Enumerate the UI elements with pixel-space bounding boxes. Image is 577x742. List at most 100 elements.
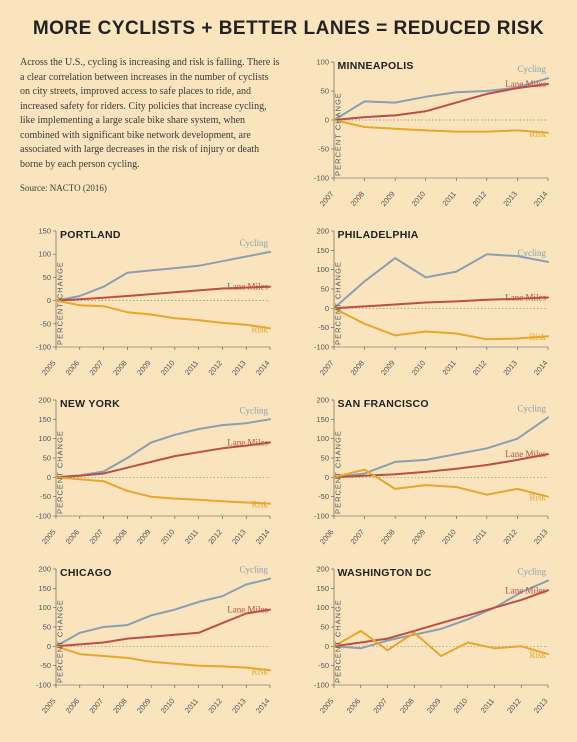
series-risk: [56, 477, 270, 503]
y-tick-label: -50: [40, 492, 51, 501]
y-axis-label: PERCENT CHANGE: [333, 92, 342, 176]
y-tick-label: 0: [324, 304, 328, 313]
x-tick-label: 2008: [379, 528, 397, 547]
chart-title: MINNEAPOLIS: [338, 60, 414, 72]
x-tick-label: 2008: [398, 697, 416, 716]
y-tick-label: 100: [316, 603, 329, 612]
series-label-risk: Risk: [251, 666, 268, 676]
x-tick-label: 2007: [87, 528, 105, 547]
x-tick-label: 2006: [64, 359, 82, 378]
y-tick-label: -100: [313, 343, 328, 352]
y-tick-label: 0: [47, 473, 51, 482]
y-tick-label: 100: [316, 265, 329, 274]
y-axis-label: PERCENT CHANGE: [55, 261, 64, 345]
x-tick-label: 2011: [183, 359, 200, 377]
y-tick-label: 100: [316, 58, 329, 67]
x-tick-label: 2009: [379, 190, 397, 209]
y-tick-label: 150: [316, 246, 329, 255]
series-label-risk: Risk: [251, 324, 268, 334]
series-label-risk: Risk: [529, 129, 546, 139]
x-tick-label: 2012: [505, 697, 523, 716]
intro-text: Across the U.S., cycling is increasing a…: [20, 56, 280, 172]
series-label-lane_miles: Lane Miles: [227, 605, 268, 615]
x-tick-label: 2010: [159, 359, 177, 378]
series-label-risk: Risk: [251, 500, 268, 510]
y-tick-label: 0: [324, 116, 328, 125]
x-tick-label: 2006: [317, 528, 335, 547]
y-tick-label: 200: [38, 396, 51, 405]
x-tick-label: 2012: [501, 528, 519, 547]
series-lane_miles: [56, 443, 270, 478]
y-tick-label: 50: [43, 623, 51, 632]
y-tick-label: 200: [316, 565, 329, 574]
y-tick-label: 150: [38, 227, 51, 236]
series-risk: [56, 301, 270, 329]
chart-title: CHICAGO: [60, 567, 112, 579]
x-tick-label: 2008: [111, 359, 129, 378]
panel-new-york: NEW YORKPERCENT CHANGE-100-5005010015020…: [20, 394, 280, 549]
x-tick-label: 2007: [87, 359, 105, 378]
x-tick-label: 2005: [40, 528, 58, 547]
series-label-cycling: Cycling: [517, 64, 546, 74]
x-tick-label: 2008: [111, 528, 129, 547]
x-tick-label: 2011: [183, 528, 200, 546]
x-tick-label: 2008: [348, 359, 366, 378]
y-tick-label: 0: [47, 642, 51, 651]
chart-title: PORTLAND: [60, 229, 121, 241]
y-tick-label: -50: [318, 323, 329, 332]
series-label-cycling: Cycling: [240, 238, 269, 248]
series-label-cycling: Cycling: [240, 405, 269, 415]
y-tick-label: -100: [313, 681, 328, 690]
panel-minneapolis: MINNEAPOLISPERCENT CHANGE-100-5005010020…: [298, 56, 558, 211]
y-tick-label: 150: [38, 584, 51, 593]
y-axis-label: PERCENT CHANGE: [55, 599, 64, 683]
x-tick-label: 2006: [344, 697, 362, 716]
source-text: Source: NACTO (2016): [20, 182, 280, 195]
x-tick-label: 2011: [478, 697, 495, 715]
y-tick-label: -100: [36, 681, 51, 690]
series-label-risk: Risk: [529, 493, 546, 503]
chart-title: WASHINGTON DC: [338, 567, 432, 579]
intro-block: Across the U.S., cycling is increasing a…: [20, 56, 280, 211]
x-tick-label: 2005: [40, 359, 58, 378]
series-cycling: [334, 417, 548, 477]
x-tick-label: 2011: [471, 528, 488, 546]
y-axis-label: PERCENT CHANGE: [55, 430, 64, 514]
y-tick-label: -100: [36, 512, 51, 521]
panel-portland: PORTLANDPERCENT CHANGE-100-5005010015020…: [20, 225, 280, 380]
x-tick-label: 2010: [159, 528, 177, 547]
y-tick-label: 200: [38, 565, 51, 574]
x-tick-label: 2014: [531, 190, 549, 209]
series-lane_miles: [334, 590, 548, 646]
x-tick-label: 2012: [470, 359, 488, 378]
x-tick-label: 2012: [206, 697, 224, 716]
series-label-cycling: Cycling: [240, 565, 269, 575]
x-tick-label: 2013: [531, 528, 549, 547]
x-tick-label: 2010: [409, 359, 427, 378]
x-tick-label: 2009: [379, 359, 397, 378]
chart-title: SAN FRANCISCO: [338, 398, 429, 410]
series-lane_miles: [56, 610, 270, 647]
x-tick-label: 2007: [87, 697, 105, 716]
y-tick-label: -50: [318, 661, 329, 670]
x-tick-label: 2007: [317, 190, 335, 209]
y-tick-label: -50: [318, 492, 329, 501]
x-tick-label: 2005: [40, 697, 58, 716]
series-risk: [334, 308, 548, 339]
x-tick-label: 2009: [135, 359, 153, 378]
y-tick-label: 100: [38, 603, 51, 612]
x-tick-label: 2013: [230, 528, 248, 547]
y-axis-label: PERCENT CHANGE: [333, 261, 342, 345]
y-tick-label: 200: [316, 396, 329, 405]
x-tick-label: 2008: [111, 697, 129, 716]
series-label-lane_miles: Lane Miles: [227, 438, 268, 448]
x-tick-label: 2011: [440, 190, 457, 208]
chart-grid: Across the U.S., cycling is increasing a…: [20, 56, 557, 718]
x-tick-label: 2013: [230, 359, 248, 378]
y-tick-label: -50: [40, 661, 51, 670]
chart-title: PHILADELPHIA: [338, 229, 419, 241]
panel-philadelphia: PHILADELPHIAPERCENT CHANGE-100-500501001…: [298, 225, 558, 380]
y-tick-label: 200: [316, 227, 329, 236]
series-label-risk: Risk: [529, 332, 546, 342]
page-root: MORE CYCLISTS + BETTER LANES = REDUCED R…: [0, 0, 577, 742]
